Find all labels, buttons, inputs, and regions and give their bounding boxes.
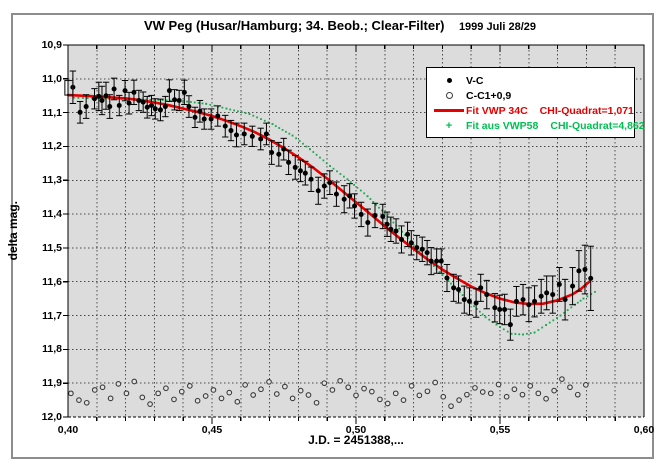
x-tick-label: 0,40 xyxy=(57,424,79,436)
red-line-icon xyxy=(432,109,466,112)
chart-date-annotation: 1999 Juli 28/29 xyxy=(458,21,536,33)
legend-chi-value: CHI-Quadrat=1,071 xyxy=(539,104,634,117)
y-tick-label: 11,6 xyxy=(42,275,62,288)
y-tick-label: 12,0 xyxy=(41,411,62,423)
y-tick-label: 11,3 xyxy=(42,174,62,187)
y-tick-label: 11,1 xyxy=(42,106,62,119)
y-tick-label: 11,9 xyxy=(42,377,62,390)
legend-chi-value: CHI-Quadrat=4,862 xyxy=(550,119,645,132)
open-circle-icon xyxy=(432,92,466,99)
y-tick-label: 11,0 xyxy=(42,72,62,85)
green-plus-icon: + xyxy=(445,119,453,132)
y-axis-title: delta mag. xyxy=(6,201,20,261)
legend-label: Fit aus VWP58 xyxy=(466,119,539,132)
y-tick-label: 11,4 xyxy=(42,208,62,221)
legend-label: Fit VWP 34C xyxy=(466,104,528,117)
legend-row-fit-red: Fit VWP 34C CHI-Quadrat=1,071 xyxy=(427,103,634,118)
x-tick-label: 0,50 xyxy=(345,424,367,436)
x-tick-label: 0,55 xyxy=(489,424,511,436)
legend-label: V-C xyxy=(466,74,484,87)
chart-title-bar: VW Peg (Husar/Hamburg; 34. Beob.; Clear-… xyxy=(40,17,640,35)
y-tick-label: 11,5 xyxy=(42,241,62,254)
x-tick-label: 0,60 xyxy=(633,424,655,436)
legend-row-fit-green: + Fit aus VWP58 CHI-Quadrat=4,862 xyxy=(427,118,645,133)
x-axis-title: J.D. = 2451388,... xyxy=(308,433,404,447)
y-tick-label: 11,8 xyxy=(42,343,62,356)
x-tick-label: 0,45 xyxy=(201,424,223,436)
y-tick-label: 10,9 xyxy=(41,39,62,51)
legend-box: V-C C-C1+0,9 Fit VWP 34C CHI-Quadrat=1,0… xyxy=(426,67,645,138)
y-tick-label: 11,2 xyxy=(42,140,62,153)
legend-row-vc: V-C xyxy=(427,73,634,88)
y-tick-label: 11,7 xyxy=(42,309,62,322)
filled-dot-icon xyxy=(432,78,466,83)
chart-title: VW Peg (Husar/Hamburg; 34. Beob.; Clear-… xyxy=(143,18,445,33)
legend-row-comparison: C-C1+0,9 xyxy=(427,88,634,103)
legend-label: C-C1+0,9 xyxy=(466,89,512,102)
